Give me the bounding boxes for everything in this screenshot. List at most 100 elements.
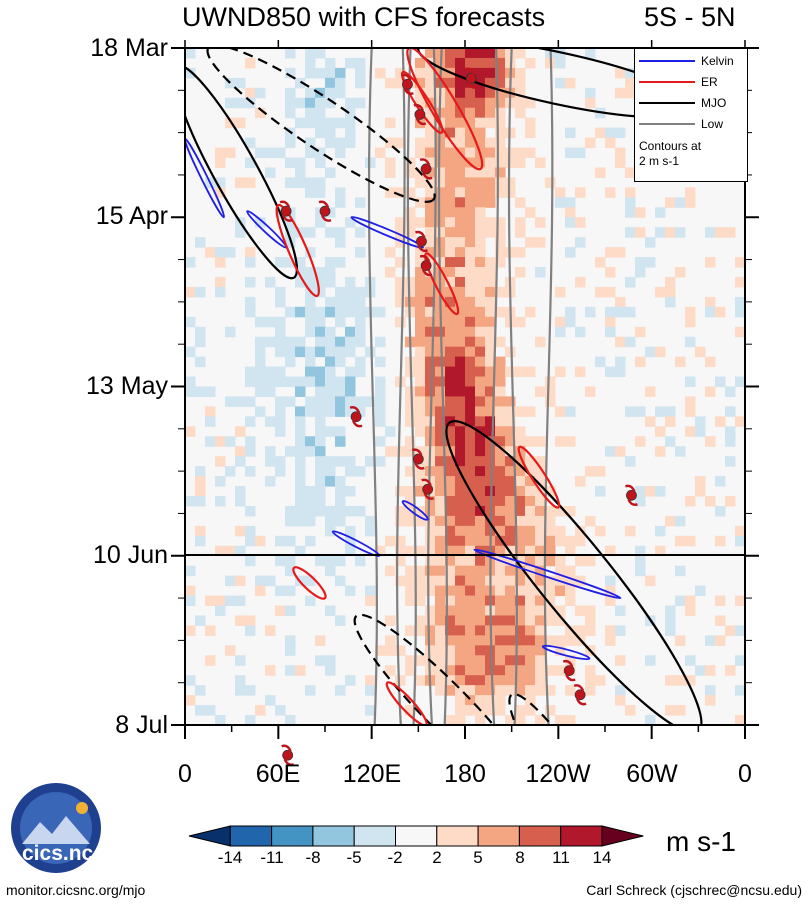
anomaly-cell — [525, 406, 536, 417]
anomaly-cell — [525, 655, 536, 666]
anomaly-cell — [555, 406, 566, 417]
anomaly-cell — [375, 456, 386, 467]
anomaly-cell — [465, 147, 476, 159]
anomaly-cell — [675, 356, 686, 368]
anomaly-cell — [735, 306, 745, 318]
anomaly-cell — [195, 286, 206, 298]
anomaly-cell — [445, 595, 456, 607]
anomaly-cell — [365, 515, 376, 527]
anomaly-cell — [565, 635, 576, 646]
anomaly-cell — [445, 525, 456, 537]
anomaly-cell — [615, 336, 626, 348]
anomaly-cell — [295, 167, 306, 178]
anomaly-cell — [395, 486, 406, 497]
anomaly-cell — [425, 276, 436, 288]
anomaly-cell — [285, 67, 296, 79]
anomaly-cell — [285, 555, 296, 567]
anomaly-cell — [505, 416, 516, 427]
cyclone-marker — [349, 406, 363, 428]
anomaly-cell — [355, 77, 366, 89]
anomaly-cell — [335, 495, 346, 507]
anomaly-cell — [665, 406, 676, 417]
anomaly-cell — [715, 615, 726, 626]
anomaly-cell — [705, 306, 716, 318]
anomaly-cell — [425, 366, 436, 378]
anomaly-cell — [445, 545, 456, 557]
anomaly-cell — [485, 286, 496, 298]
anomaly-cell — [445, 605, 456, 617]
anomaly-cell — [475, 326, 486, 338]
anomaly-cell — [255, 346, 266, 358]
anomaly-cell — [215, 276, 226, 288]
anomaly-cell — [455, 575, 466, 587]
anomaly-cell — [475, 655, 486, 666]
anomaly-cell — [735, 715, 745, 725]
anomaly-cell — [435, 466, 446, 477]
anomaly-cell — [475, 117, 486, 129]
anomaly-cell — [325, 87, 336, 99]
legend-swatch — [639, 123, 695, 125]
anomaly-cell — [225, 645, 236, 656]
anomaly-cell — [585, 97, 596, 109]
anomaly-cell — [465, 227, 476, 238]
anomaly-cell — [465, 615, 476, 626]
anomaly-cell — [485, 137, 496, 149]
anomaly-cell — [335, 476, 346, 487]
anomaly-cell — [325, 366, 336, 378]
anomaly-cell — [455, 197, 466, 208]
anomaly-cell — [305, 97, 316, 109]
anomaly-cell — [575, 555, 586, 567]
anomaly-cell — [325, 565, 336, 577]
anomaly-cell — [325, 356, 336, 368]
anomaly-cell — [345, 376, 356, 388]
cyclone-core — [414, 109, 426, 120]
anomaly-cell — [335, 486, 346, 497]
anomaly-cell — [525, 555, 536, 567]
anomaly-cell — [475, 346, 486, 358]
anomaly-cell — [505, 565, 516, 577]
anomaly-cell — [655, 227, 666, 238]
anomaly-cell — [625, 167, 636, 178]
anomaly-cell — [325, 376, 336, 388]
anomaly-cell — [455, 525, 466, 537]
colorbar-swatch — [312, 825, 355, 847]
anomaly-cell — [305, 316, 316, 328]
anomaly-cell — [705, 665, 716, 676]
anomaly-cell — [465, 565, 476, 577]
anomaly-cell — [495, 67, 506, 79]
anomaly-cell — [555, 555, 566, 567]
cyclone-arms — [415, 230, 428, 253]
anomaly-cell — [465, 585, 476, 597]
x-tick-label: 120E — [342, 760, 402, 788]
anomaly-cell — [335, 117, 346, 129]
anomaly-cell — [185, 67, 196, 79]
anomaly-cell — [235, 575, 246, 587]
anomaly-cell — [245, 247, 256, 258]
anomaly-cell — [435, 625, 446, 636]
anomaly-cell — [275, 555, 286, 567]
anomaly-cell — [665, 197, 676, 208]
anomaly-cell — [245, 306, 256, 318]
anomaly-cell — [185, 675, 196, 686]
anomaly-cell — [465, 695, 476, 706]
anomaly-cell — [495, 137, 506, 149]
anomaly-cell — [615, 446, 626, 457]
anomaly-cell — [365, 585, 376, 597]
anomaly-cell — [715, 227, 726, 238]
anomaly-cell — [575, 237, 586, 248]
anomaly-cell — [525, 57, 536, 69]
anomaly-cell — [335, 505, 346, 517]
anomaly-cell — [345, 276, 356, 288]
anomaly-cell — [415, 296, 426, 308]
anomaly-cell — [695, 585, 706, 597]
anomaly-cell — [485, 466, 496, 477]
anomaly-cell — [475, 207, 486, 218]
anomaly-cell — [245, 525, 256, 537]
anomaly-cell — [625, 276, 636, 288]
anomaly-cell — [235, 396, 246, 407]
footer-url: monitor.cicsnc.org/mjo — [6, 882, 146, 898]
anomaly-cell — [635, 486, 646, 497]
anomaly-cell — [345, 505, 356, 517]
anomaly-cell — [285, 565, 296, 577]
anomaly-cell — [615, 247, 626, 258]
